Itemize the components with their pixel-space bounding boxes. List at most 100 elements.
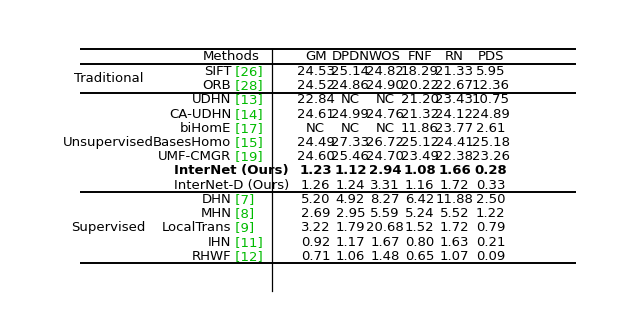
Text: 23.26: 23.26 [472, 150, 509, 163]
Text: 24.60: 24.60 [297, 150, 335, 163]
Text: 24.12: 24.12 [435, 108, 474, 121]
Text: [7]: [7] [231, 193, 255, 206]
Text: NC: NC [341, 122, 360, 135]
Text: 2.95: 2.95 [335, 207, 365, 220]
Text: 23.43: 23.43 [435, 93, 474, 106]
Text: InterNet-D (Ours): InterNet-D (Ours) [173, 179, 289, 192]
Text: 23.49: 23.49 [401, 150, 438, 163]
Text: 25.18: 25.18 [472, 136, 509, 149]
Text: 24.82: 24.82 [366, 65, 404, 78]
Text: SIFT: SIFT [204, 65, 231, 78]
Text: 21.20: 21.20 [401, 93, 439, 106]
Text: 1.67: 1.67 [371, 235, 400, 249]
Text: Supervised: Supervised [72, 221, 146, 234]
Text: 2.61: 2.61 [476, 122, 506, 135]
Text: 1.16: 1.16 [405, 179, 435, 192]
Text: 1.08: 1.08 [403, 165, 436, 177]
Text: 24.52: 24.52 [296, 79, 335, 92]
Text: 12.36: 12.36 [472, 79, 509, 92]
Text: [17]: [17] [231, 122, 263, 135]
Text: 1.48: 1.48 [371, 250, 400, 263]
Text: IHN: IHN [208, 235, 231, 249]
Text: 24.86: 24.86 [332, 79, 369, 92]
Text: 24.70: 24.70 [366, 150, 404, 163]
Text: UDHN: UDHN [192, 93, 231, 106]
Text: 1.17: 1.17 [335, 235, 365, 249]
Text: 11.86: 11.86 [401, 122, 438, 135]
Text: [8]: [8] [231, 207, 255, 220]
Text: 4.92: 4.92 [335, 193, 365, 206]
Text: 21.33: 21.33 [435, 65, 474, 78]
Text: LocalTrans: LocalTrans [162, 221, 231, 234]
Text: 5.59: 5.59 [371, 207, 400, 220]
Text: 25.46: 25.46 [332, 150, 369, 163]
Text: 1.52: 1.52 [405, 221, 435, 234]
Text: 0.28: 0.28 [474, 165, 507, 177]
Text: 2.69: 2.69 [301, 207, 330, 220]
Text: [14]: [14] [231, 108, 263, 121]
Text: NC: NC [306, 122, 325, 135]
Text: 5.52: 5.52 [440, 207, 469, 220]
Text: 0.80: 0.80 [405, 235, 435, 249]
Text: 24.53: 24.53 [296, 65, 335, 78]
Text: WOS: WOS [369, 50, 401, 63]
Text: CA-UDHN: CA-UDHN [169, 108, 231, 121]
Text: PDS: PDS [477, 50, 504, 63]
Text: 1.79: 1.79 [335, 221, 365, 234]
Text: 21.32: 21.32 [401, 108, 439, 121]
Text: UMF-CMGR: UMF-CMGR [158, 150, 231, 163]
Text: Unsupervised: Unsupervised [63, 136, 154, 149]
Text: [19]: [19] [231, 150, 263, 163]
Text: [12]: [12] [231, 250, 263, 263]
Text: 0.71: 0.71 [301, 250, 330, 263]
Text: ORB: ORB [202, 79, 231, 92]
Text: 24.89: 24.89 [472, 108, 509, 121]
Text: MHN: MHN [200, 207, 231, 220]
Text: 20.68: 20.68 [366, 221, 404, 234]
Text: 5.95: 5.95 [476, 65, 506, 78]
Text: DPDN: DPDN [332, 50, 369, 63]
Text: 22.38: 22.38 [435, 150, 474, 163]
Text: 1.12: 1.12 [334, 165, 367, 177]
Text: 25.12: 25.12 [401, 136, 439, 149]
Text: RN: RN [445, 50, 464, 63]
Text: [28]: [28] [231, 79, 263, 92]
Text: [9]: [9] [231, 221, 255, 234]
Text: 3.31: 3.31 [370, 179, 400, 192]
Text: 1.06: 1.06 [335, 250, 365, 263]
Text: 5.20: 5.20 [301, 193, 330, 206]
Text: 1.24: 1.24 [335, 179, 365, 192]
Text: 3.22: 3.22 [301, 221, 330, 234]
Text: InterNet (Ours): InterNet (Ours) [174, 165, 289, 177]
Text: 24.90: 24.90 [366, 79, 404, 92]
Text: NC: NC [376, 122, 394, 135]
Text: 24.49: 24.49 [297, 136, 335, 149]
Text: 24.76: 24.76 [366, 108, 404, 121]
Text: [13]: [13] [231, 93, 263, 106]
Text: 24.41: 24.41 [436, 136, 474, 149]
Text: Methods: Methods [203, 50, 260, 63]
Text: [26]: [26] [231, 65, 263, 78]
Text: 0.65: 0.65 [405, 250, 435, 263]
Text: 10.75: 10.75 [472, 93, 509, 106]
Text: 23.77: 23.77 [435, 122, 474, 135]
Text: 2.50: 2.50 [476, 193, 506, 206]
Text: 24.61: 24.61 [297, 108, 335, 121]
Text: GM: GM [305, 50, 326, 63]
Text: 0.33: 0.33 [476, 179, 506, 192]
Text: 1.26: 1.26 [301, 179, 330, 192]
Text: NC: NC [376, 93, 394, 106]
Text: 1.72: 1.72 [440, 179, 469, 192]
Text: [11]: [11] [231, 235, 263, 249]
Text: 1.22: 1.22 [476, 207, 506, 220]
Text: FNF: FNF [408, 50, 432, 63]
Text: 0.09: 0.09 [476, 250, 506, 263]
Text: [15]: [15] [231, 136, 263, 149]
Text: 11.88: 11.88 [436, 193, 474, 206]
Text: 24.99: 24.99 [332, 108, 369, 121]
Text: NC: NC [341, 93, 360, 106]
Text: 5.24: 5.24 [405, 207, 435, 220]
Text: 0.79: 0.79 [476, 221, 506, 234]
Text: 0.21: 0.21 [476, 235, 506, 249]
Text: Traditional: Traditional [74, 72, 143, 85]
